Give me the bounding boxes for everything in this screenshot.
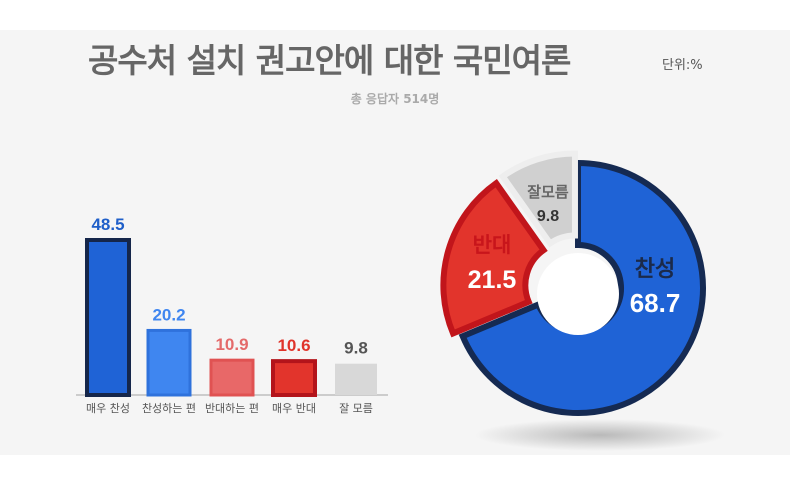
bar-category-label: 매우 찬성 bbox=[86, 401, 130, 415]
donut-chart: 찬성 68.7 반대 21.5 잘모름 9.8 bbox=[440, 150, 725, 451]
bar bbox=[209, 358, 255, 397]
bar-value-label: 20.2 bbox=[152, 305, 185, 324]
donut-value-label: 9.8 bbox=[537, 208, 559, 225]
donut-slice bbox=[498, 150, 578, 248]
donut-hole bbox=[537, 253, 619, 335]
donut-slice-label: 잘모름 bbox=[527, 183, 569, 201]
header: 공수처 설치 권고안에 대한 국민여론 단위:% bbox=[0, 30, 790, 80]
bar bbox=[335, 363, 377, 395]
bar-category-label: 찬성하는 편 bbox=[142, 401, 196, 415]
donut-slice-label: 찬성 bbox=[635, 257, 675, 282]
bar-chart: 48.5 매우 찬성 20.2 찬성하는 편 10.9 반대하는 편 10.6 매우 반대 9.… bbox=[76, 215, 388, 415]
bar-category-label: 잘 모름 bbox=[339, 402, 373, 415]
donut-value-label: 68.7 bbox=[630, 288, 681, 318]
bar bbox=[146, 328, 192, 397]
bar-value-label: 48.5 bbox=[91, 215, 124, 234]
bar bbox=[271, 359, 317, 398]
bar-category-label: 매우 반대 bbox=[272, 402, 316, 415]
bar-value-label: 9.8 bbox=[344, 339, 368, 358]
bar-value-label: 10.6 bbox=[277, 336, 310, 355]
chart-title: 공수처 설치 권고안에 대한 국민여론 bbox=[88, 41, 571, 80]
respondents-note: 총 응답자 514명 bbox=[350, 92, 440, 106]
bar-value-label: 10.9 bbox=[215, 335, 248, 354]
donut-slice-label: 반대 bbox=[473, 233, 512, 257]
bar bbox=[85, 238, 131, 397]
donut-slice bbox=[458, 159, 706, 416]
donut-value-label: 21.5 bbox=[468, 266, 517, 294]
donut-slice bbox=[440, 179, 548, 338]
unit-label: 단위:% bbox=[662, 58, 703, 73]
bar-category-label: 반대하는 편 bbox=[205, 401, 259, 415]
donut-shadow bbox=[475, 419, 725, 451]
